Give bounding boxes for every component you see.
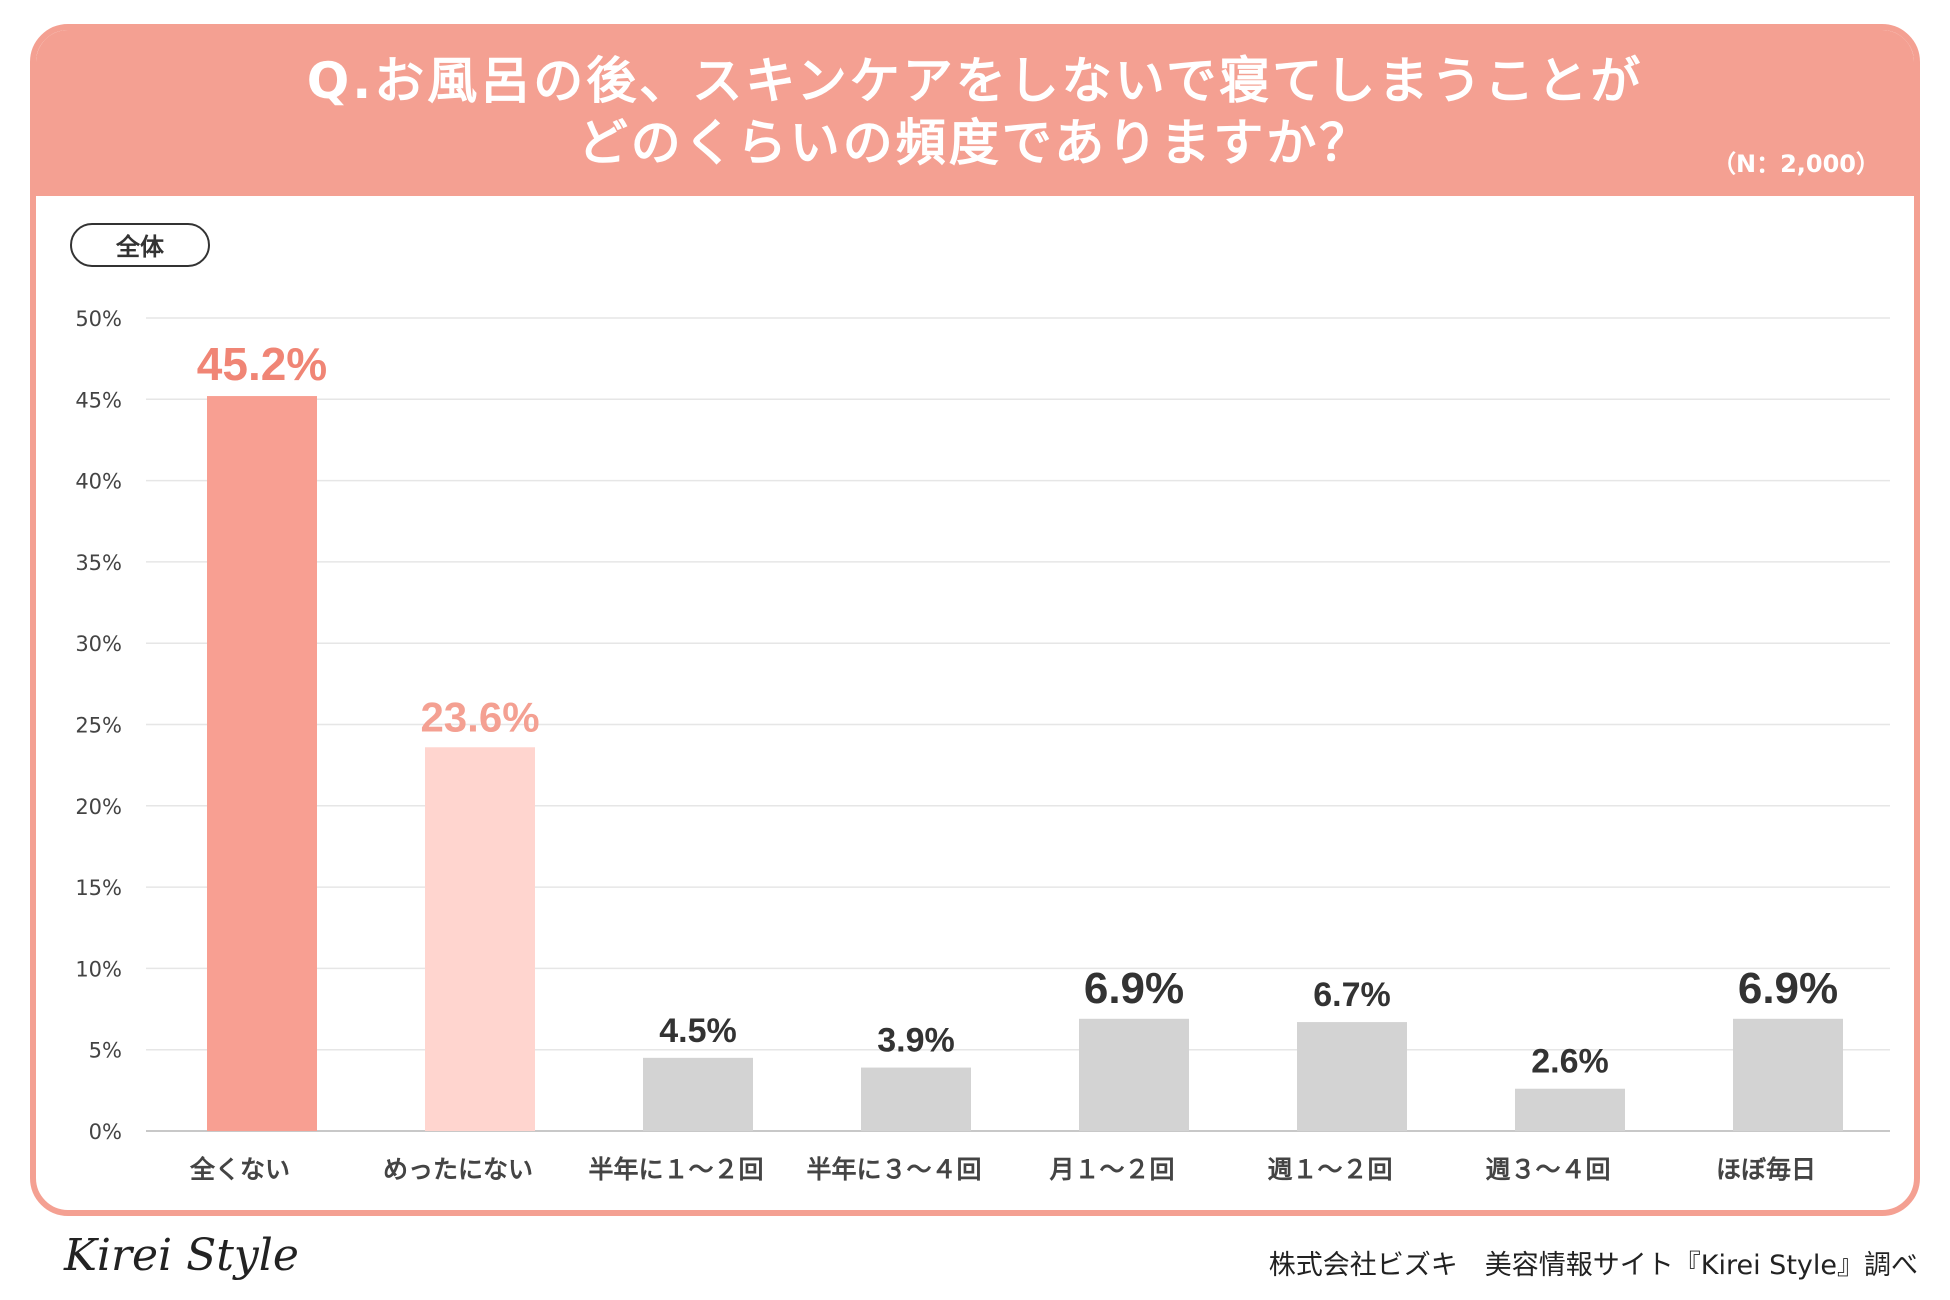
y-tick-label: 50% xyxy=(75,307,122,331)
category-label: めったにない xyxy=(383,1155,533,1184)
y-tick-label: 35% xyxy=(75,551,122,575)
value-label: 6.7% xyxy=(1313,976,1391,1014)
bar xyxy=(1733,1018,1843,1131)
bar xyxy=(1079,1018,1189,1131)
y-tick-label: 45% xyxy=(75,388,122,412)
chart-title: Q.お風呂の後、スキンケアをしないで寝てしまうことが どのくらいの頻度であります… xyxy=(36,50,1914,174)
category-label: 月１〜２回 xyxy=(1048,1155,1174,1184)
sample-size: （N：2,000） xyxy=(1712,150,1880,178)
value-label: 4.5% xyxy=(659,1012,737,1050)
bar xyxy=(643,1057,753,1131)
y-tick-label: 15% xyxy=(75,876,122,900)
y-tick-label: 40% xyxy=(75,470,122,494)
segment-pill: 全体 xyxy=(70,223,210,267)
bar xyxy=(861,1067,971,1131)
bar xyxy=(207,396,317,1132)
bar xyxy=(1297,1022,1407,1131)
category-label: 半年に３〜４回 xyxy=(806,1155,981,1184)
value-label: 3.9% xyxy=(877,1022,955,1060)
y-tick-label: 5% xyxy=(89,1039,122,1063)
y-tick-label: 0% xyxy=(89,1120,122,1144)
category-label: 週３〜４回 xyxy=(1485,1155,1610,1184)
value-label: 6.9% xyxy=(1084,964,1184,1013)
title-line-2: どのくらいの頻度でありますか？ xyxy=(577,114,1373,172)
category-label: 週１〜２回 xyxy=(1267,1155,1392,1184)
category-label: 全くない xyxy=(189,1155,290,1184)
category-label: 半年に１〜２回 xyxy=(588,1155,763,1184)
credit-text: 株式会社ビズキ 美容情報サイト『Kirei Style』調べ xyxy=(1268,1250,1918,1281)
kirei-style-logo: Kirei Style xyxy=(64,1230,299,1281)
value-label: 2.6% xyxy=(1531,1043,1609,1081)
title-line-1: Q.お風呂の後、スキンケアをしないで寝てしまうことが xyxy=(306,52,1644,110)
category-label: ほぼ毎日 xyxy=(1716,1155,1816,1184)
survey-card: Q.お風呂の後、スキンケアをしないで寝てしまうことが どのくらいの頻度であります… xyxy=(30,24,1920,1216)
y-tick-label: 25% xyxy=(75,714,122,738)
title-banner: Q.お風呂の後、スキンケアをしないで寝てしまうことが どのくらいの頻度であります… xyxy=(36,30,1914,196)
value-label: 23.6% xyxy=(420,693,539,740)
y-tick-label: 20% xyxy=(75,795,122,819)
y-tick-label: 30% xyxy=(75,632,122,656)
value-label: 6.9% xyxy=(1738,964,1838,1013)
bar xyxy=(425,747,535,1131)
y-tick-label: 10% xyxy=(75,957,122,981)
value-label: 45.2% xyxy=(197,338,327,390)
bar xyxy=(1515,1088,1625,1131)
